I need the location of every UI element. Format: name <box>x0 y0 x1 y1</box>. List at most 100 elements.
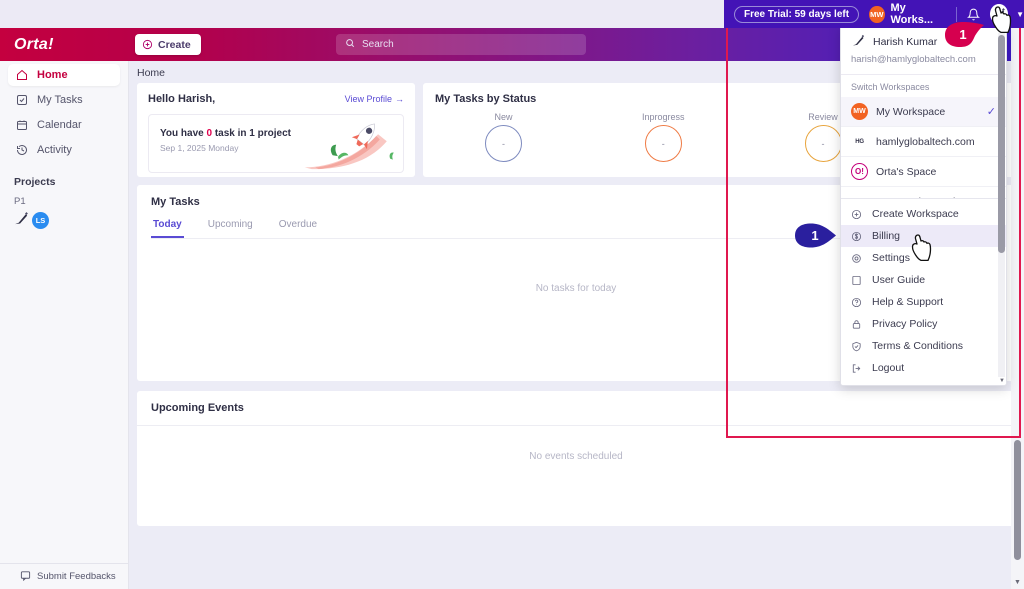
app-logo[interactable]: Orta! <box>14 35 54 53</box>
annotation-step-label: 1 <box>959 27 967 42</box>
free-trial-badge[interactable]: Free Trial: 59 days left <box>734 5 860 23</box>
mouse-cursor-top <box>991 6 1012 34</box>
menu-item-label: Privacy Policy <box>872 318 938 330</box>
menu-item-billing[interactable]: Billing <box>841 225 1006 247</box>
menu-item-settings[interactable]: Settings <box>841 247 1006 269</box>
breadcrumb: Home <box>137 67 166 79</box>
tab-today[interactable]: Today <box>151 219 184 238</box>
project-avatar-icon <box>13 210 30 230</box>
status-label: Review <box>808 112 838 122</box>
menu-item-help-support[interactable]: Help & Support <box>841 291 1006 313</box>
summary-date: Sep 1, 2025 Monday <box>160 143 239 153</box>
annotation-step-label: 1 <box>811 228 819 243</box>
notifications-bell-icon[interactable] <box>966 8 980 21</box>
view-profile-label: View Profile <box>344 94 392 104</box>
menu-item-label: Create Workspace <box>872 208 959 220</box>
divider <box>955 6 957 22</box>
menu-item-label: Settings <box>872 252 910 264</box>
search-icon <box>345 38 355 51</box>
feedback-icon <box>20 570 31 584</box>
project-row[interactable]: LS <box>0 210 128 230</box>
sidebar-item-home[interactable]: Home <box>8 64 120 86</box>
summary-count: 0 <box>206 128 213 139</box>
project-member-avatar[interactable]: LS <box>32 211 49 229</box>
chevron-down-icon[interactable]: ▼ <box>1016 9 1024 19</box>
greeting-card: Hello Harish, View Profile → You have 0 … <box>137 83 415 177</box>
sidebar-item-activity[interactable]: Activity <box>8 139 120 161</box>
projects-heading: Projects <box>14 176 56 188</box>
my-tasks-title: My Tasks <box>151 196 200 208</box>
account-dropdown-menu: Harish Kumar harish@hamlyglobaltech.com … <box>840 24 1007 386</box>
status-label: New <box>494 112 513 122</box>
workspace-option-hr-people-culture[interactable]: HR HR People & Culture <box>841 187 1006 199</box>
mouse-cursor-billing <box>911 234 932 262</box>
workspace-chip-label: My Works... <box>890 2 934 26</box>
switch-workspaces-heading: Switch Workspaces <box>851 82 930 92</box>
dropdown-scroll-down-arrow[interactable]: ▼ <box>999 378 1005 384</box>
calendar-icon <box>16 119 29 131</box>
plus-circle-icon <box>142 39 153 50</box>
create-button[interactable]: Create <box>135 34 201 55</box>
workspace-option-ortas-space[interactable]: O! Orta's Space <box>841 157 1006 187</box>
status-label: Inprogress <box>642 112 685 122</box>
status-item-new: New - <box>485 112 522 162</box>
plus-circle-icon <box>851 209 863 220</box>
dropdown-user-block[interactable]: Harish Kumar harish@hamlyglobaltech.com <box>841 25 1006 75</box>
annotation-step-1-top: 1 <box>941 21 985 48</box>
tasks-by-status-title: My Tasks by Status <box>435 93 537 105</box>
dropdown-user-email: harish@hamlyglobaltech.com <box>851 54 976 65</box>
sidebar-item-calendar[interactable]: Calendar <box>8 114 120 136</box>
dropdown-scrollbar[interactable]: ▲ ▼ <box>998 26 1005 384</box>
search-input[interactable]: Search <box>336 34 586 55</box>
page-scrollbar[interactable]: ▲ ▼ <box>1011 0 1024 589</box>
menu-item-label: Logout <box>872 362 905 374</box>
dollar-circle-icon <box>851 231 863 242</box>
menu-item-user-guide[interactable]: User Guide <box>841 269 1006 291</box>
menu-item-terms-conditions[interactable]: Terms & Conditions <box>841 335 1006 357</box>
dropdown-scroll-thumb[interactable] <box>998 35 1005 253</box>
workspace-switcher-chip[interactable]: MW My Works... <box>869 2 946 26</box>
project-name: P1 <box>0 190 128 210</box>
menu-item-privacy-policy[interactable]: Privacy Policy <box>841 313 1006 335</box>
scroll-down-arrow[interactable]: ▼ <box>1014 579 1021 586</box>
summary-prefix: You have <box>160 128 207 139</box>
greeting-summary-box: You have 0 task in 1 project Sep 1, 2025… <box>148 114 404 173</box>
workspace-avatar-icon: HG <box>851 133 868 150</box>
my-tasks-empty-state: No tasks for today <box>535 283 617 294</box>
workspace-avatar-icon: O! <box>851 163 868 180</box>
workspace-option-label: My Workspace <box>876 105 946 118</box>
menu-item-label: Billing <box>872 230 901 242</box>
sidebar: Home My Tasks Calendar Activity Projects… <box>0 61 129 589</box>
tab-upcoming[interactable]: Upcoming <box>207 219 253 230</box>
view-profile-link[interactable]: View Profile → <box>345 94 404 104</box>
sidebar-item-label: Activity <box>37 144 72 156</box>
upcoming-events-title: Upcoming Events <box>151 402 244 414</box>
sidebar-item-my-tasks[interactable]: My Tasks <box>8 89 120 111</box>
menu-item-create-workspace[interactable]: Create Workspace <box>841 203 1006 225</box>
upcoming-events-empty-state: No events scheduled <box>529 451 623 462</box>
divider <box>137 425 1015 426</box>
greeting-title: Hello Harish, <box>148 93 216 105</box>
create-button-label: Create <box>158 38 191 51</box>
status-donut[interactable]: - <box>804 125 842 162</box>
summary-suffix: task in 1 project <box>212 128 291 139</box>
sidebar-item-label: Calendar <box>37 119 82 131</box>
rocket-illustration <box>304 123 394 170</box>
menu-item-label: User Guide <box>872 274 926 286</box>
status-donut[interactable]: - <box>485 125 522 162</box>
book-icon <box>851 275 863 286</box>
home-icon <box>16 69 29 81</box>
tab-overdue[interactable]: Overdue <box>278 219 318 230</box>
workspace-option-my-workspace[interactable]: MW My Workspace ✓ <box>841 97 1006 127</box>
workspace-option-hamlyglobaltech[interactable]: HG hamlyglobaltech.com <box>841 127 1006 157</box>
upcoming-events-card: Upcoming Events No events scheduled <box>137 391 1015 526</box>
shield-check-icon <box>851 341 863 352</box>
page-scroll-thumb[interactable] <box>1014 440 1021 560</box>
status-item-review: Review - <box>804 112 842 162</box>
workspace-option-label: Orta's Space <box>876 165 937 178</box>
status-donut[interactable]: - <box>644 125 682 162</box>
menu-item-logout[interactable]: Logout <box>841 357 1006 379</box>
submit-feedbacks-button[interactable]: Submit Feedbacks <box>0 563 129 589</box>
question-circle-icon <box>851 297 863 308</box>
annotation-step-1-menu: 1 <box>793 222 837 249</box>
